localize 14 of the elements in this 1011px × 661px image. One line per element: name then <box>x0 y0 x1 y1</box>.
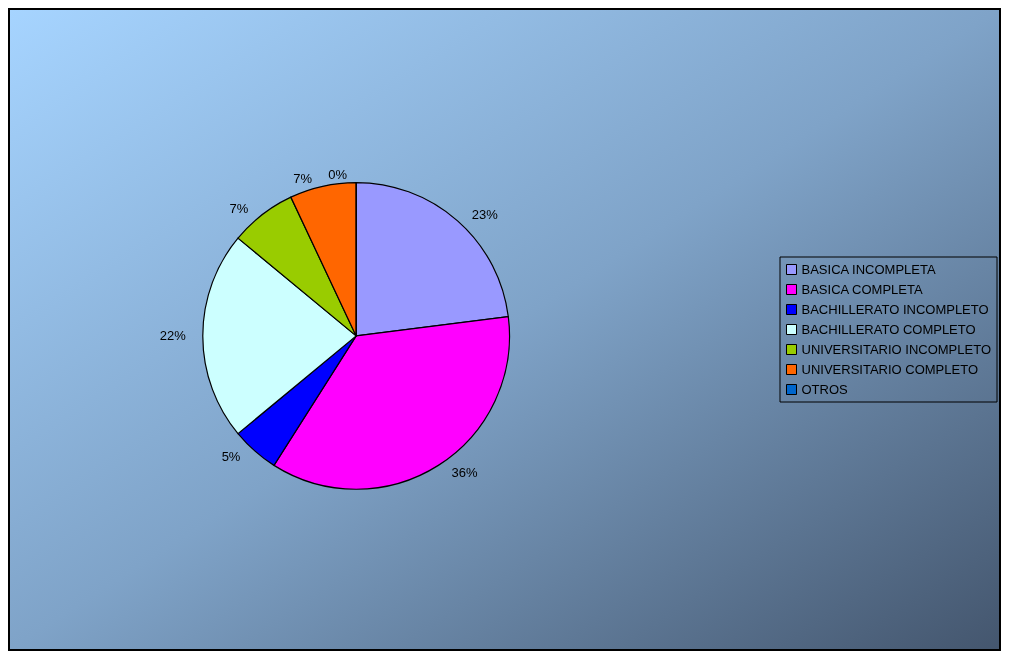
legend-label: UNIVERSITARIO INCOMPLETO <box>801 342 992 357</box>
legend-label: BACHILLERATO COMPLETO <box>801 322 976 337</box>
legend-label: OTROS <box>801 382 849 397</box>
legend-label: BASICA INCOMPLETA <box>801 262 936 277</box>
data-label: 22% <box>159 328 187 344</box>
data-label: 5% <box>221 449 241 465</box>
legend-label: BASICA COMPLETA <box>801 282 923 297</box>
data-label: 7% <box>229 200 249 216</box>
legend-label: UNIVERSITARIO COMPLETO <box>801 362 979 377</box>
data-label: 36% <box>451 464 479 480</box>
text: 0% <box>328 167 348 183</box>
data-label: 7% <box>293 170 313 186</box>
data-label: 23% <box>471 207 499 223</box>
legend-label: BACHILLERATO INCOMPLETO <box>801 302 989 317</box>
